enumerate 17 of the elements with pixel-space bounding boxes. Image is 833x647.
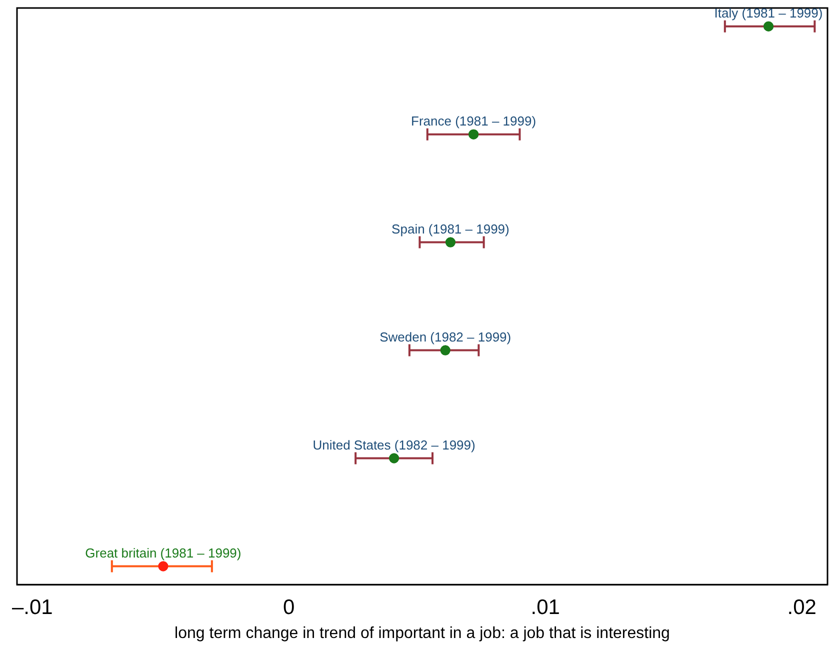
x-tick-label: .01 (530, 596, 560, 619)
x-tick-label: .02 (787, 596, 816, 619)
y-tick-label: Great britain (1981 – 1999) (85, 545, 242, 560)
point (445, 237, 456, 248)
point (389, 453, 400, 464)
x-tick-label: 0 (283, 596, 295, 619)
y-tick-label: Spain (1981 – 1999) (392, 221, 510, 236)
point (440, 345, 450, 356)
y-tick-label: Sweden (1982 – 1999) (380, 329, 512, 344)
point (468, 129, 479, 140)
point (764, 21, 774, 32)
y-tick-label: France (1981 – 1999) (411, 113, 536, 128)
y-tick-label: Italy (1981 – 1999) (714, 5, 823, 20)
y-tick-label: United States (1982 – 1999) (312, 437, 476, 452)
x-tick-label: –.01 (12, 596, 53, 619)
x-axis-title: long term change in trend of important in a job: a job that is interesting (174, 624, 670, 642)
point (158, 561, 168, 572)
